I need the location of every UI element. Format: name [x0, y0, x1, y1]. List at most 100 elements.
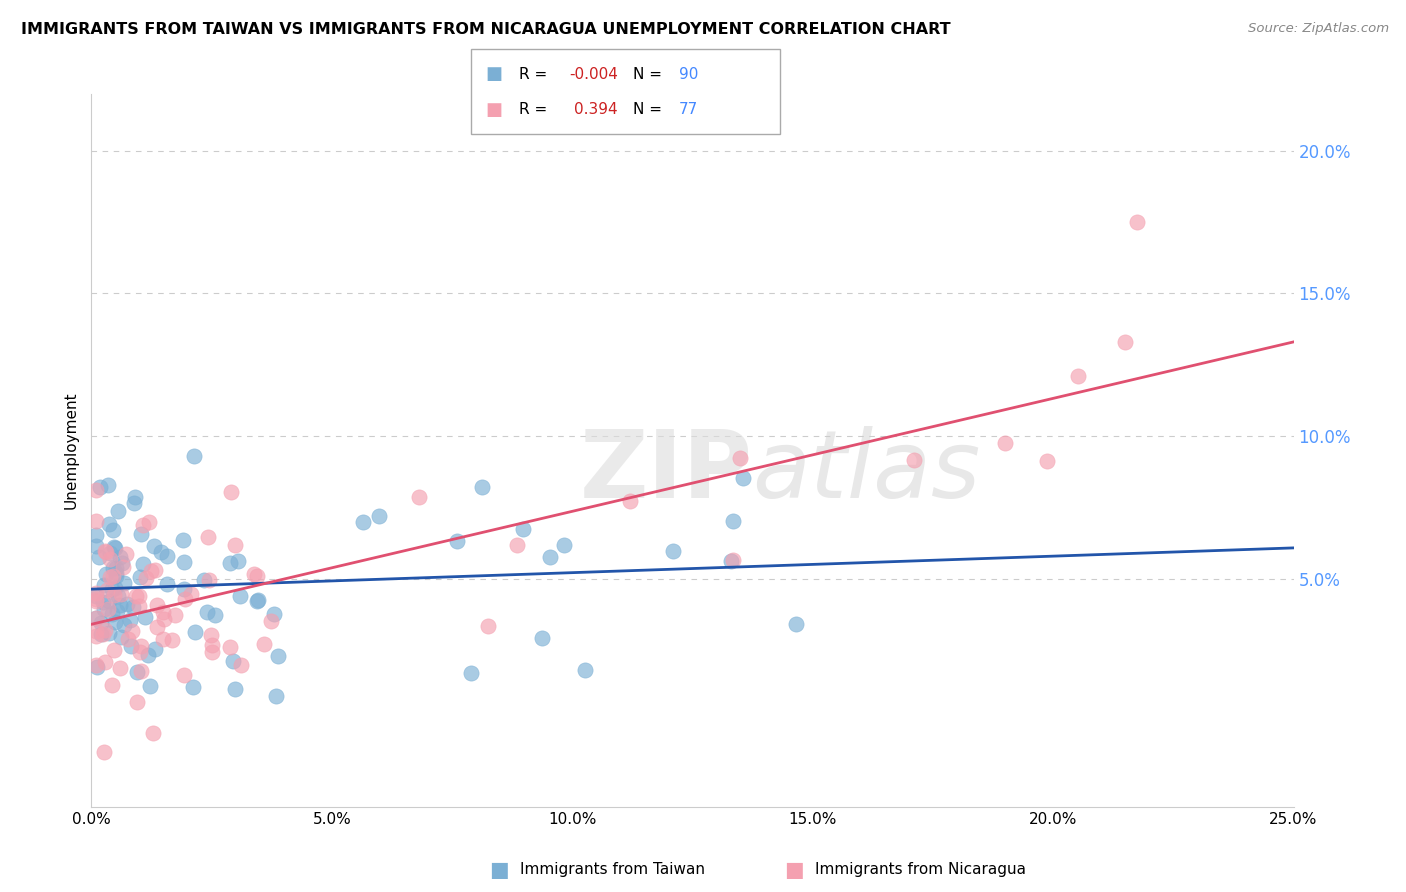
Point	[103, 588, 125, 602]
Point	[84, 586, 107, 600]
Point	[172, 533, 194, 547]
Point	[104, 566, 127, 580]
Point	[115, 597, 138, 611]
Text: R =: R =	[519, 67, 547, 81]
Point	[224, 538, 246, 552]
Point	[121, 599, 143, 614]
Point	[97, 478, 120, 492]
Text: Source: ZipAtlas.com: Source: ZipAtlas.com	[1249, 22, 1389, 36]
Point	[183, 449, 205, 463]
Point	[98, 626, 121, 640]
Point	[84, 657, 107, 672]
Point	[219, 557, 242, 571]
Point	[120, 613, 142, 627]
Point	[128, 599, 150, 613]
Point	[229, 589, 252, 603]
Point	[446, 534, 468, 549]
Point	[110, 661, 132, 675]
Point	[97, 602, 120, 616]
Point	[553, 538, 575, 552]
Point	[128, 590, 150, 604]
Point	[662, 544, 685, 558]
Point	[253, 637, 276, 651]
Point	[195, 605, 218, 619]
Point	[108, 549, 131, 564]
Point	[477, 618, 499, 632]
Point	[84, 629, 107, 643]
Point	[98, 546, 121, 560]
Point	[134, 610, 156, 624]
Point	[733, 471, 755, 485]
Point	[260, 615, 283, 629]
Point	[97, 517, 120, 532]
Text: Immigrants from Taiwan: Immigrants from Taiwan	[520, 863, 706, 877]
Point	[121, 624, 143, 638]
Point	[93, 595, 115, 609]
Point	[103, 615, 125, 629]
Point	[531, 631, 554, 645]
Point	[117, 632, 139, 647]
Text: Immigrants from Nicaragua: Immigrants from Nicaragua	[815, 863, 1026, 877]
Point	[506, 538, 529, 552]
Point	[198, 573, 221, 587]
Point	[264, 689, 287, 703]
Point	[101, 523, 124, 537]
Point	[785, 617, 807, 632]
Point	[721, 552, 744, 566]
Point	[86, 660, 108, 674]
Point	[93, 578, 115, 592]
Point	[152, 632, 174, 646]
Point	[143, 540, 166, 554]
Point	[98, 552, 121, 566]
Point	[512, 522, 534, 536]
Point	[127, 665, 149, 680]
Point	[101, 582, 124, 596]
Point	[156, 549, 179, 564]
Point	[87, 549, 110, 564]
Point	[142, 726, 165, 740]
Point	[93, 602, 115, 616]
Text: ■: ■	[485, 65, 502, 83]
Point	[226, 554, 249, 568]
Point	[242, 566, 264, 581]
Point	[150, 545, 173, 559]
Point	[129, 526, 152, 541]
Point	[173, 555, 195, 569]
Point	[1114, 334, 1136, 349]
Point	[84, 528, 107, 542]
Point	[105, 604, 128, 618]
Point	[1067, 369, 1090, 384]
Point	[84, 483, 107, 498]
Point	[247, 593, 270, 607]
Point	[160, 632, 183, 647]
Text: ■: ■	[785, 860, 804, 880]
Point	[197, 529, 219, 543]
Point	[112, 618, 135, 632]
Point	[84, 610, 107, 624]
Text: N =: N =	[633, 103, 662, 117]
Point	[146, 598, 169, 612]
Point	[263, 607, 285, 621]
Point	[90, 616, 112, 631]
Point	[471, 480, 494, 494]
Point	[108, 599, 131, 613]
Point	[84, 611, 107, 625]
Point	[408, 491, 430, 505]
Text: -0.004: -0.004	[569, 67, 619, 81]
Point	[246, 569, 269, 583]
Point	[94, 567, 117, 582]
Point	[98, 594, 121, 608]
Text: atlas: atlas	[752, 426, 981, 517]
Text: 90: 90	[679, 67, 699, 81]
Point	[132, 518, 155, 533]
Text: ZIP: ZIP	[579, 425, 752, 518]
Point	[224, 682, 246, 697]
Text: IMMIGRANTS FROM TAIWAN VS IMMIGRANTS FROM NICARAGUA UNEMPLOYMENT CORRELATION CHA: IMMIGRANTS FROM TAIWAN VS IMMIGRANTS FRO…	[21, 22, 950, 37]
Point	[138, 515, 160, 529]
Point	[141, 564, 163, 578]
Point	[105, 560, 128, 574]
Point	[91, 626, 114, 640]
Point	[200, 628, 222, 642]
Point	[104, 568, 127, 582]
Point	[98, 570, 121, 584]
